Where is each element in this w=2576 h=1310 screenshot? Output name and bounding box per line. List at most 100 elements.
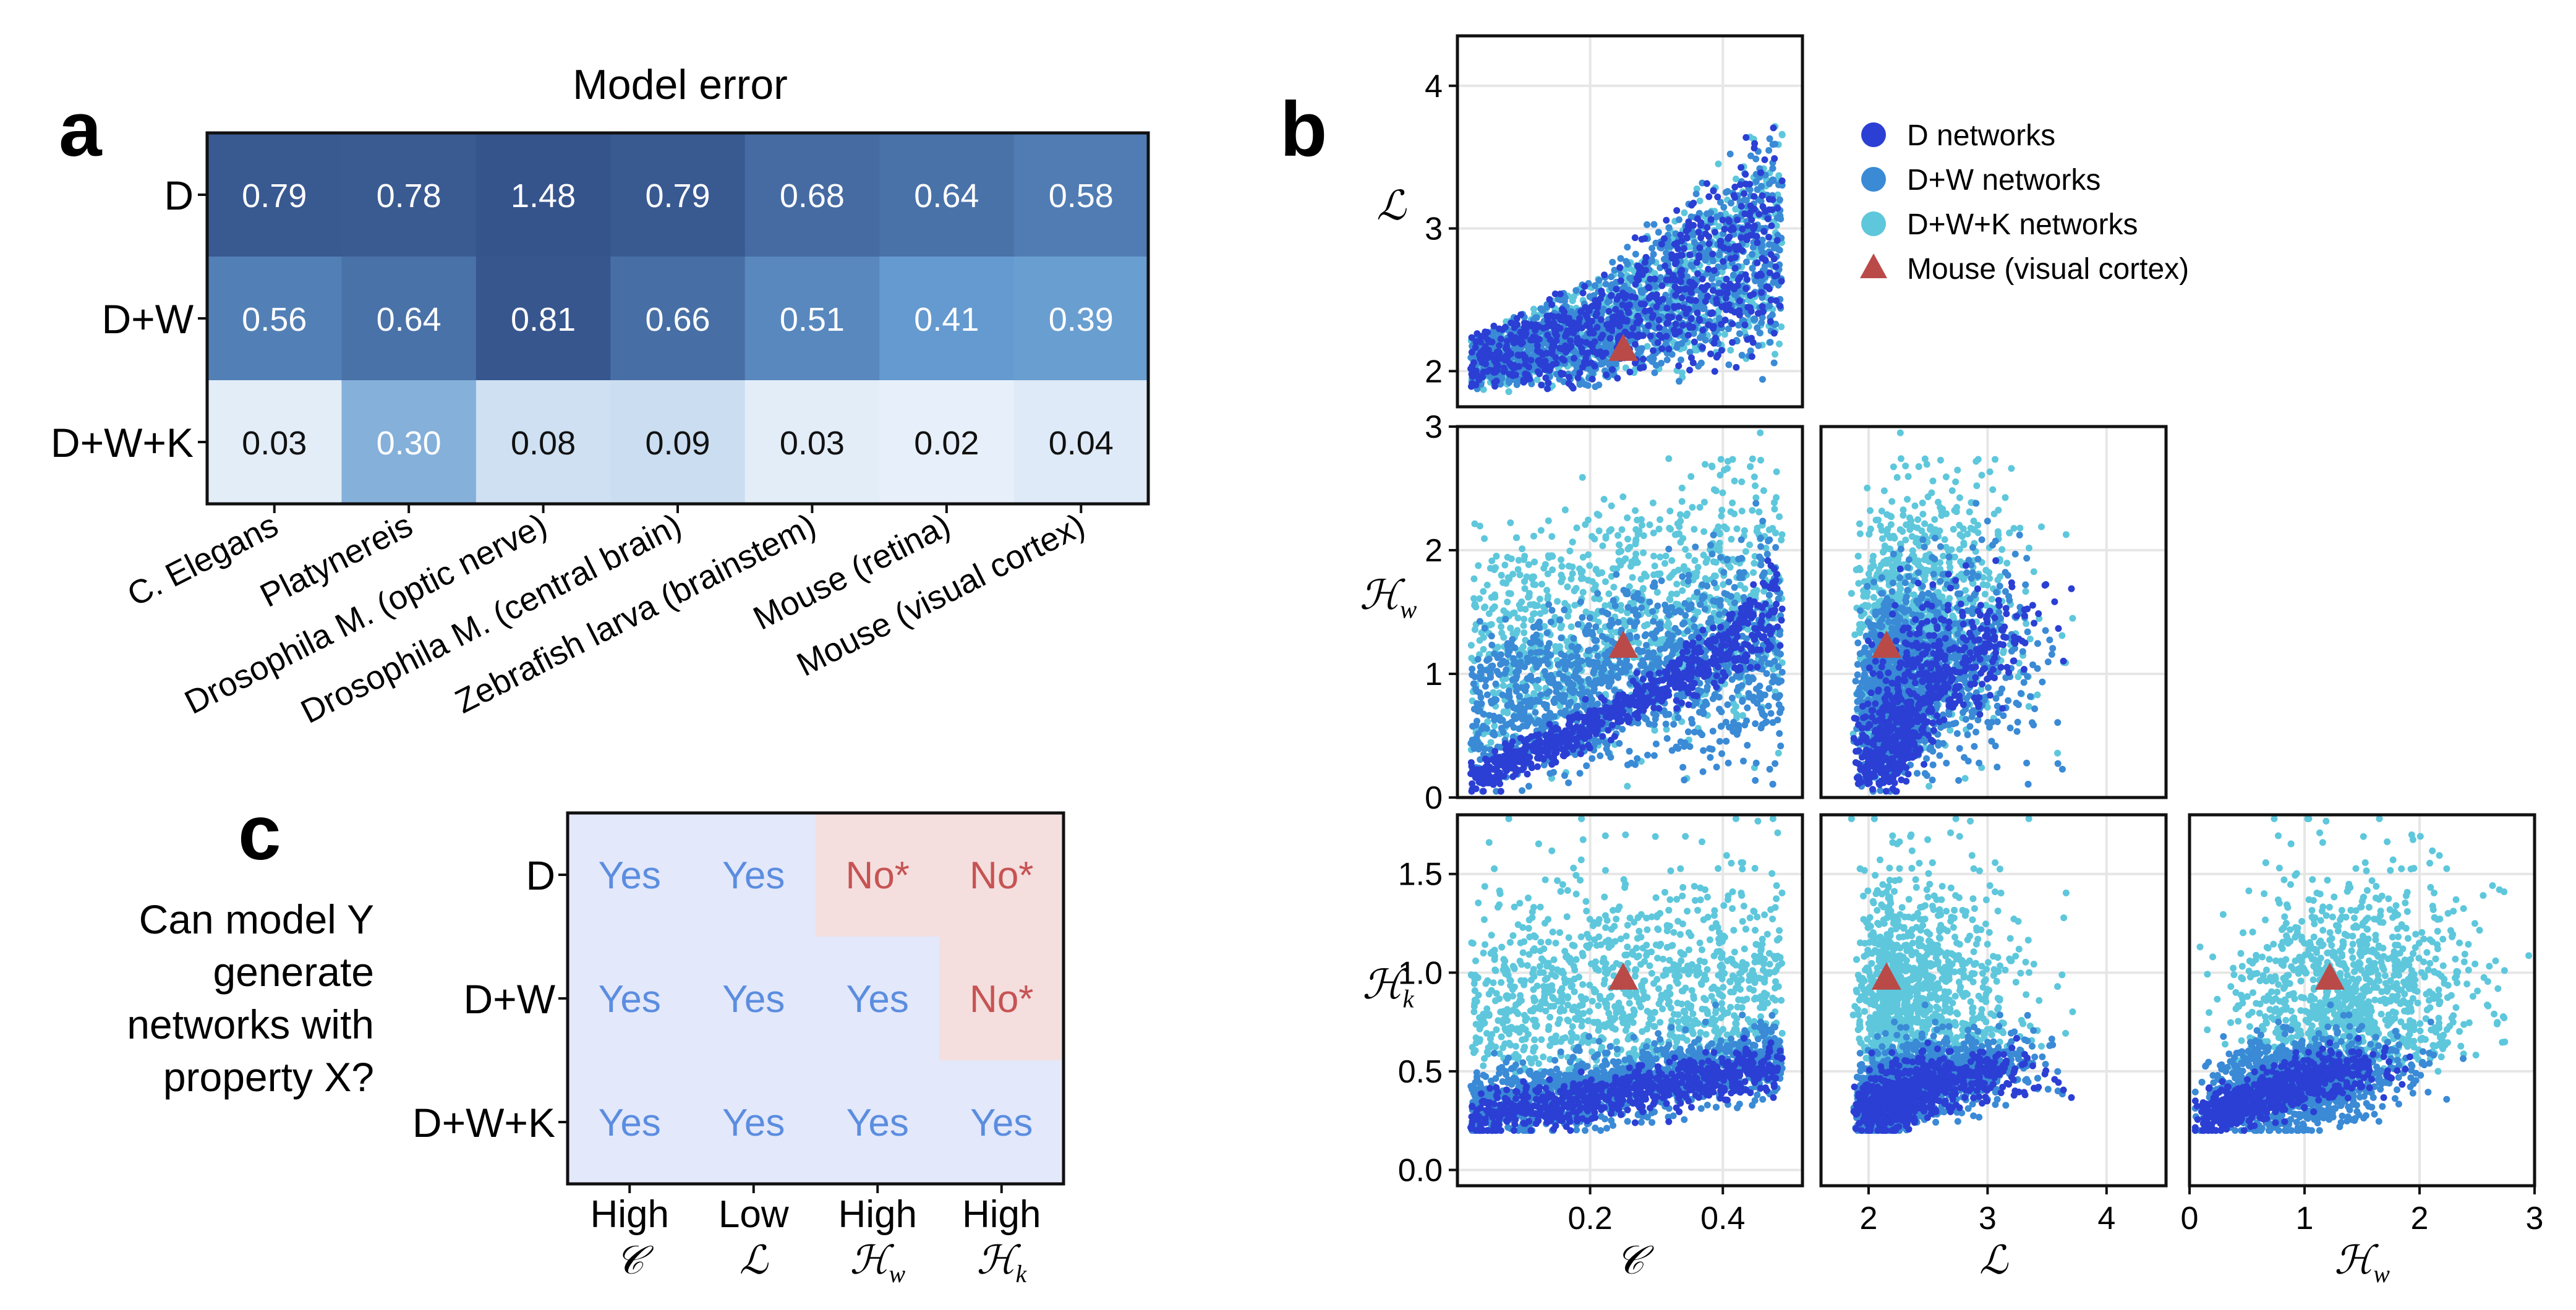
scatter-point [1663, 304, 1671, 312]
scatter-point [1516, 352, 1523, 359]
table-col-symbol: 𝒞 [615, 1238, 654, 1282]
scatter-point [1608, 502, 1615, 509]
scatter-point [1636, 266, 1644, 274]
scatter-point [1774, 205, 1781, 212]
scatter-point [1588, 359, 1595, 367]
heatmap-title: Model error [573, 61, 788, 108]
scatter-point [1632, 537, 1640, 545]
table-cells: Yes Yes No* No*Yes Yes Yes No*Yes Yes Yes Yes [568, 813, 1064, 1185]
scatter-point [1552, 648, 1559, 655]
scatter-point [1544, 385, 1551, 393]
scatter-point [1686, 278, 1694, 286]
scatter-point [1683, 234, 1691, 241]
scatter-point [1685, 572, 1692, 579]
scatter-point [1577, 598, 1584, 606]
scatter-point [1544, 570, 1551, 577]
scatter-point [1514, 566, 1522, 573]
scatter-point [1768, 311, 1776, 318]
scatter-point [1757, 534, 1764, 542]
scatter-point [1739, 698, 1746, 705]
scatter-point [1516, 693, 1523, 700]
scatter-point [1601, 271, 1608, 279]
scatter-point [1760, 655, 1768, 662]
scatter-point [1602, 534, 1610, 542]
scatter-point [1651, 721, 1658, 728]
scatter-point [1765, 526, 1773, 534]
scatter-point [1710, 531, 1717, 538]
scatter-point [1485, 650, 1493, 658]
scatter-point [1576, 369, 1584, 376]
scatter-point [1504, 347, 1512, 355]
scatter-point [1653, 589, 1661, 596]
scatter-point [1731, 477, 1738, 485]
scatter-point [1776, 196, 1783, 203]
table-col-label: High [590, 1193, 669, 1236]
scatter-point [1699, 326, 1707, 334]
scatter-point [1537, 527, 1545, 534]
scatter-point [1686, 251, 1694, 258]
scatter-point [1482, 360, 1490, 368]
scatter-point [1680, 245, 1687, 252]
scatter-point [1754, 259, 1761, 266]
scatter-point [1619, 301, 1626, 308]
scatter-point [1597, 316, 1605, 323]
subplot-frame [1456, 34, 1804, 409]
scatter-point [1754, 239, 1761, 247]
scatter-point [1515, 556, 1522, 564]
scatter-point [1553, 337, 1560, 344]
scatter-point [1548, 350, 1556, 357]
scatter-point [1475, 352, 1483, 359]
scatter-point [1776, 247, 1783, 254]
scatter-point [1683, 285, 1690, 292]
scatter-point [1483, 354, 1491, 362]
scatter-point [1530, 581, 1537, 588]
scatter-point [1556, 670, 1563, 678]
scatter-point [1710, 579, 1718, 587]
scatter-point [1521, 663, 1529, 671]
scatter-point [1579, 474, 1586, 481]
heatmap-cell [1013, 257, 1149, 381]
scatter-point [1488, 632, 1495, 640]
scatter-point [1714, 194, 1721, 201]
scatter-point [1707, 350, 1715, 357]
scatter-point [1516, 651, 1523, 658]
scatter-point [1694, 270, 1702, 278]
scatter-point [1671, 304, 1678, 312]
scatter-point [1624, 244, 1631, 251]
scatter-point [1543, 655, 1550, 663]
cell-yes: Yes [970, 1102, 1033, 1144]
scatter-point [1613, 571, 1620, 578]
scatter-point [1634, 530, 1642, 538]
scatter-point [1686, 743, 1694, 751]
cell-no: No* [846, 854, 910, 897]
scatter-point [1511, 364, 1519, 372]
scatter-point [1609, 258, 1616, 266]
scatter-point [1778, 131, 1786, 138]
scatter-point [1533, 342, 1541, 349]
scatter-point [1758, 319, 1765, 326]
scatter-point [1533, 347, 1541, 354]
scatter-point [1522, 325, 1530, 333]
scatter-point [1684, 577, 1692, 585]
scatter-point [1561, 506, 1569, 514]
scatter-point [1765, 147, 1773, 154]
scatter-point [1605, 590, 1613, 597]
scatter-point [1731, 265, 1739, 272]
scatter-point [1690, 200, 1697, 207]
scatter-point [1597, 334, 1605, 342]
scatter-point [1702, 297, 1709, 305]
scatter-point [1561, 772, 1568, 779]
scatter-point [1516, 571, 1524, 579]
scatter-point [1750, 225, 1757, 232]
scatter-point [1749, 265, 1756, 272]
scatter-point [1608, 344, 1616, 351]
scatter-point [1713, 354, 1720, 361]
scatter-point [1611, 317, 1618, 325]
scatter-point [1765, 702, 1772, 710]
scatter-point [1624, 535, 1632, 543]
scatter-point [1647, 307, 1654, 314]
scatter-point [1598, 287, 1605, 295]
heatmap-cell [1013, 133, 1149, 257]
scatter-point [1532, 334, 1540, 341]
